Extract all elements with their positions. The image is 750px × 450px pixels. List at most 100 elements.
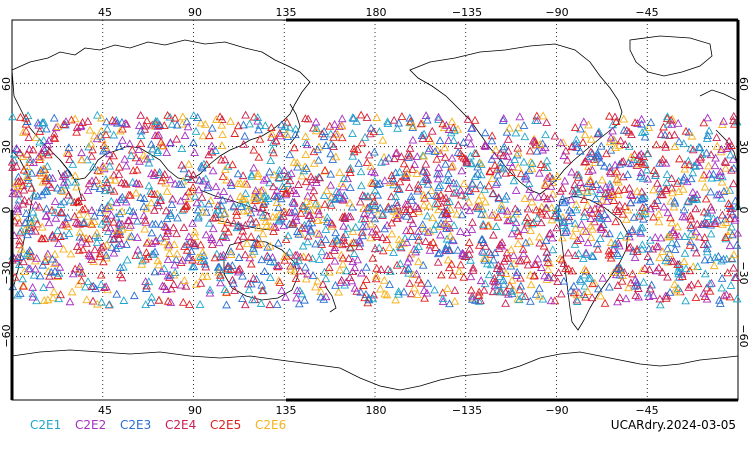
- obs-marker-c2e4: [550, 211, 560, 220]
- obs-marker-c2e1: [122, 255, 132, 264]
- obs-marker-c2e6: [424, 201, 434, 210]
- obs-marker-c2e1: [92, 110, 102, 119]
- obs-marker-c2e6: [253, 169, 263, 178]
- obs-marker-c2e1: [42, 161, 52, 170]
- obs-marker-c2e3: [146, 298, 156, 306]
- obs-marker-c2e3: [294, 299, 304, 308]
- obs-marker-c2e2: [579, 117, 589, 126]
- obs-marker-c2e2: [490, 281, 500, 290]
- obs-marker-c2e2: [277, 285, 287, 294]
- obs-marker-c2e3: [591, 194, 600, 203]
- obs-marker-c2e5: [456, 260, 466, 269]
- obs-marker-c2e2: [595, 211, 604, 220]
- obs-marker-c2e4: [268, 182, 278, 191]
- obs-marker-c2e5: [529, 218, 539, 226]
- obs-marker-c2e3: [419, 166, 429, 175]
- obs-marker-c2e4: [541, 203, 551, 212]
- obs-marker-c2e4: [402, 207, 411, 215]
- obs-marker-c2e2: [695, 232, 704, 241]
- obs-marker-c2e6: [535, 291, 544, 300]
- obs-marker-c2e5: [46, 182, 56, 191]
- obs-marker-c2e2: [606, 182, 615, 191]
- obs-marker-c2e4: [670, 130, 679, 139]
- obs-marker-c2e6: [380, 289, 390, 298]
- obs-marker-c2e3: [512, 267, 522, 276]
- legend-c2e6: C2E6: [255, 418, 286, 432]
- obs-marker-c2e1: [363, 191, 373, 200]
- obs-marker-c2e2: [466, 272, 476, 281]
- obs-marker-c2e4: [82, 238, 91, 247]
- obs-marker-c2e6: [619, 114, 629, 123]
- obs-marker-c2e5: [466, 285, 476, 294]
- obs-marker-c2e4: [633, 284, 643, 292]
- coastline-south-america: [557, 195, 629, 331]
- obs-marker-c2e2: [115, 219, 124, 228]
- obs-marker-c2e2: [603, 214, 613, 222]
- obs-marker-c2e2: [476, 276, 486, 285]
- obs-marker-c2e5: [686, 220, 695, 229]
- obs-marker-c2e4: [346, 212, 355, 221]
- obs-marker-c2e4: [539, 192, 549, 200]
- obs-marker-c2e1: [507, 286, 517, 295]
- obs-marker-c2e2: [279, 221, 289, 230]
- obs-marker-c2e1: [356, 167, 366, 176]
- obs-marker-c2e4: [530, 137, 540, 146]
- obs-marker-c2e3: [316, 292, 326, 301]
- obs-marker-c2e5: [490, 160, 500, 169]
- obs-marker-c2e6: [85, 125, 95, 134]
- obs-marker-c2e4: [345, 273, 355, 281]
- obs-marker-c2e4: [625, 183, 634, 192]
- obs-marker-c2e2: [370, 168, 379, 177]
- obs-marker-c2e1: [54, 294, 64, 303]
- obs-marker-c2e2: [166, 298, 176, 306]
- obs-marker-c2e6: [408, 270, 418, 279]
- obs-marker-c2e6: [614, 177, 623, 186]
- obs-marker-c2e4: [84, 179, 94, 188]
- obs-marker-c2e2: [499, 114, 509, 122]
- obs-marker-c2e6: [184, 159, 194, 168]
- obs-marker-c2e2: [59, 177, 69, 186]
- obs-marker-c2e6: [391, 295, 401, 304]
- obs-marker-c2e3: [442, 224, 451, 233]
- obs-marker-c2e6: [218, 130, 227, 138]
- obs-marker-c2e4: [64, 190, 74, 199]
- obs-marker-c2e2: [467, 225, 477, 233]
- obs-marker-c2e4: [465, 244, 474, 253]
- obs-marker-c2e4: [421, 159, 431, 168]
- obs-marker-c2e3: [407, 195, 417, 204]
- obs-marker-c2e6: [385, 178, 395, 187]
- obs-marker-c2e5: [140, 215, 150, 224]
- obs-marker-c2e4: [488, 189, 498, 197]
- obs-marker-c2e6: [37, 171, 46, 180]
- obs-marker-c2e5: [675, 154, 684, 163]
- obs-marker-c2e6: [490, 210, 499, 219]
- obs-marker-c2e4: [613, 206, 623, 215]
- obs-marker-c2e4: [620, 140, 630, 148]
- obs-marker-c2e2: [214, 238, 224, 247]
- obs-marker-c2e5: [223, 217, 232, 226]
- obs-marker-c2e3: [640, 132, 650, 141]
- obs-marker-c2e4: [90, 245, 100, 254]
- obs-marker-c2e3: [721, 214, 730, 223]
- obs-marker-c2e1: [573, 187, 583, 196]
- obs-marker-c2e2: [534, 192, 543, 201]
- obs-marker-c2e4: [528, 136, 538, 145]
- obs-marker-c2e1: [196, 251, 205, 260]
- obs-marker-c2e3: [453, 147, 463, 156]
- obs-marker-c2e3: [703, 208, 712, 217]
- obs-marker-c2e2: [613, 297, 622, 306]
- obs-marker-c2e5: [356, 110, 366, 119]
- obs-marker-c2e2: [208, 166, 218, 175]
- obs-marker-c2e3: [599, 161, 609, 170]
- obs-marker-c2e1: [28, 207, 38, 216]
- obs-marker-c2e3: [592, 239, 602, 248]
- obs-marker-c2e3: [615, 159, 625, 168]
- obs-marker-c2e6: [217, 216, 227, 224]
- obs-marker-c2e4: [45, 146, 54, 155]
- obs-marker-c2e2: [164, 240, 174, 249]
- obs-marker-c2e4: [88, 296, 98, 305]
- obs-marker-c2e1: [24, 226, 34, 234]
- obs-marker-c2e1: [727, 254, 737, 263]
- bottom-tick-minus45: −45: [635, 404, 658, 417]
- obs-marker-c2e3: [596, 141, 606, 150]
